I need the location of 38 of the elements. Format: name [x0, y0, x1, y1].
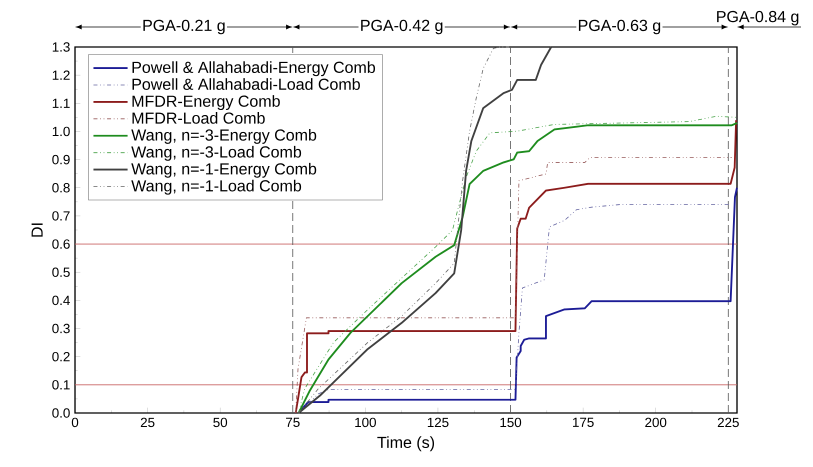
y-tick-label: 0.3: [52, 324, 70, 334]
y-tick-label: 0.0: [52, 408, 70, 418]
x-tick-label: 100: [355, 418, 376, 428]
x-tick-label: 125: [428, 418, 449, 428]
x-tick-label: 0: [72, 418, 78, 428]
y-tick-label: 0.6: [52, 239, 70, 249]
y-tick-label: 1.2: [52, 70, 70, 80]
legend-label: MFDR-Energy Comb: [132, 95, 280, 110]
text: PGA-0.42 g: [361, 20, 442, 34]
x-tick-label: 225: [718, 418, 739, 428]
legend-label: Wang, n=-3-Load Comb: [131, 146, 302, 161]
text: PGA-0.63 g: [578, 20, 660, 34]
legend-label: Wang, n=-3-Energy Comb: [131, 128, 316, 144]
x-tick-label: 75: [286, 418, 300, 427]
x-tick-label: 175: [573, 418, 594, 427]
legend-label: Wang, n=-1-Load Comb: [131, 180, 302, 195]
y-tick-label: 0.9: [52, 154, 70, 164]
y-tick-label: 0.1: [52, 380, 70, 390]
y-tick-label: 1.1: [52, 98, 70, 108]
legend-label: Powell & Allahabadi-Load Comb: [132, 78, 360, 90]
legend-label: MFDR-Load Comb: [132, 112, 265, 124]
legend-label: Wang, n=-1-Energy Comb: [131, 162, 316, 178]
x-tick-label: 25: [140, 418, 154, 428]
y-tick-label: 1.0: [52, 126, 70, 136]
y-tick-label: 0.5: [52, 268, 70, 277]
y-tick-label: 0.2: [52, 352, 70, 362]
x-tick-label: 50: [213, 418, 228, 428]
text: PGA-0.21 g: [143, 20, 225, 34]
y-tick-label: 0.4: [52, 296, 70, 306]
y-tick-label: 0.8: [52, 183, 70, 192]
x-axis-title: Time (s): [377, 436, 434, 452]
legend-label: Powell & Allahabadi-Energy Comb: [132, 61, 376, 76]
text: PGA-0.84 g: [717, 10, 798, 26]
y-axis-title: DI: [32, 223, 43, 237]
y-tick-label: 1.3: [52, 42, 70, 52]
x-tick-label: 150: [500, 418, 522, 428]
y-tick-label: 0.7: [52, 211, 70, 221]
x-tick-label: 200: [645, 418, 666, 428]
